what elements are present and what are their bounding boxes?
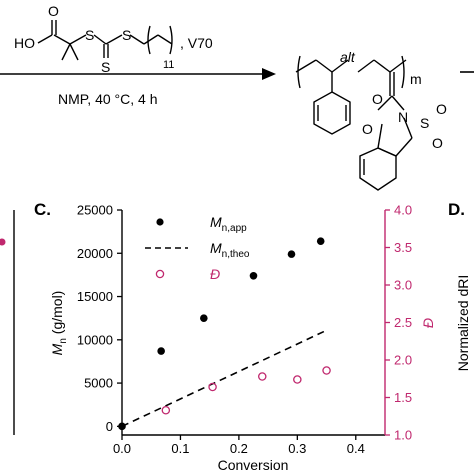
y-right-tick-label-4: 3.0 xyxy=(394,278,412,293)
y-right-tick-label-6: 4.0 xyxy=(394,203,412,218)
x-tick-label-2: 0.2 xyxy=(230,441,248,456)
mn-theo-line xyxy=(121,329,327,428)
y-axis-label-main: M xyxy=(49,343,65,355)
sulfur-left-label: S xyxy=(85,27,94,43)
x-tick-label-3: 0.3 xyxy=(288,441,306,456)
amide-o-label: O xyxy=(372,91,383,107)
x-axis-label: Conversion xyxy=(218,457,289,473)
mn-app-point-2 xyxy=(200,314,208,322)
x-tick-label-1: 0.1 xyxy=(171,441,189,456)
y-right-tick-label-2: 2.0 xyxy=(394,353,412,368)
panel-d-label: D. xyxy=(448,200,465,219)
y-tick-label-5: 25000 xyxy=(77,203,113,218)
legend-label-dispersity: Đ xyxy=(210,266,220,282)
legend-marker-dispersity xyxy=(155,269,165,279)
mn-app-point-3 xyxy=(249,271,258,280)
repeat-m-label: m xyxy=(410,71,422,87)
dispersity-point-1 xyxy=(208,382,217,392)
y-right-tick-label-1: 1.5 xyxy=(394,390,412,405)
keto-o-label: O xyxy=(362,121,373,137)
y-tick-label-1: 5000 xyxy=(84,376,113,391)
sulfonyl-o2-label: O xyxy=(432,135,443,151)
sulfonyl-o1-label: O xyxy=(436,101,447,117)
x-ticks: 0.0 0.1 0.2 0.3 0.4 xyxy=(113,435,365,456)
y-tick-label-0: 0 xyxy=(106,419,113,434)
alt-label: alt xyxy=(340,49,356,65)
y-right-tick-label-0: 1.0 xyxy=(394,428,412,443)
sulfur-label: S xyxy=(420,115,429,131)
previous-panel-marker xyxy=(0,238,6,246)
data-marks xyxy=(118,237,331,431)
mn-app-point-1 xyxy=(157,347,165,355)
y-tick-label-2: 10000 xyxy=(77,332,113,347)
reaction-arrowhead xyxy=(262,68,276,80)
y-tick-label-3: 15000 xyxy=(77,289,113,304)
mn-app-point-5 xyxy=(316,237,325,245)
legend-label-mn-app-sub: n,app xyxy=(222,223,247,234)
panel-c-label: C. xyxy=(34,200,51,219)
initiator-label: , V70 xyxy=(180,35,213,51)
product-structure xyxy=(295,55,413,191)
repeat-bracket-right xyxy=(169,25,173,55)
sulfur-right-label: S xyxy=(122,27,131,43)
y-ticks-right: 1.0 1.5 2.0 2.5 3.0 3.5 4.0 xyxy=(385,203,412,443)
legend-label-mn-app: Mn,app xyxy=(210,214,247,234)
legend-label-mn-theo-sub: n,theo xyxy=(222,249,250,260)
thione-sulfur-label: S xyxy=(101,59,110,75)
cta-structure xyxy=(37,20,173,61)
y-right-tick-label-3: 2.5 xyxy=(394,315,412,330)
dispersity-point-0 xyxy=(161,405,171,415)
legend-label-mn-theo-main: M xyxy=(210,240,222,256)
y-axis-label-sub: n xyxy=(58,338,69,344)
y-axis-right-label: Đ xyxy=(420,318,436,328)
dispersity-point-2 xyxy=(258,372,267,381)
reaction-scheme: HO O S S S 11 , V70 NMP, 40 °C, 4 h alt … xyxy=(0,3,474,191)
legend-label-mn-theo: Mn,theo xyxy=(210,240,250,260)
dispersity-point-3 xyxy=(293,375,302,384)
legend-label-mn-app-main: M xyxy=(210,214,222,230)
mn-app-point-4 xyxy=(287,250,296,258)
mn-app-point-0 xyxy=(118,422,126,431)
dispersity-point-4 xyxy=(322,366,331,375)
y-right-tick-label-5: 3.5 xyxy=(394,240,412,255)
y-axis-label: Mn (g/mol) xyxy=(49,291,69,356)
legend: Mn,app Mn,theo Đ xyxy=(145,214,250,282)
y-axis-label-unit: (g/mol) xyxy=(49,291,65,338)
reaction-conditions: NMP, 40 °C, 4 h xyxy=(58,91,158,107)
y-tick-label-4: 20000 xyxy=(77,246,113,261)
x-tick-label-0: 0.0 xyxy=(113,441,131,456)
legend-marker-mn-app xyxy=(156,218,164,226)
nitrogen-label: N xyxy=(398,109,408,125)
carbonyl-o-label: O xyxy=(48,3,59,19)
alkyl-subscript: 11 xyxy=(163,59,174,71)
ho-label: HO xyxy=(14,35,35,51)
repeat-bracket-left xyxy=(147,25,151,55)
y-ticks: 0 5000 10000 15000 20000 25000 xyxy=(77,203,122,434)
x-tick-label-4: 0.4 xyxy=(347,441,365,456)
side-axis-label: Normalized dRI xyxy=(455,275,471,371)
